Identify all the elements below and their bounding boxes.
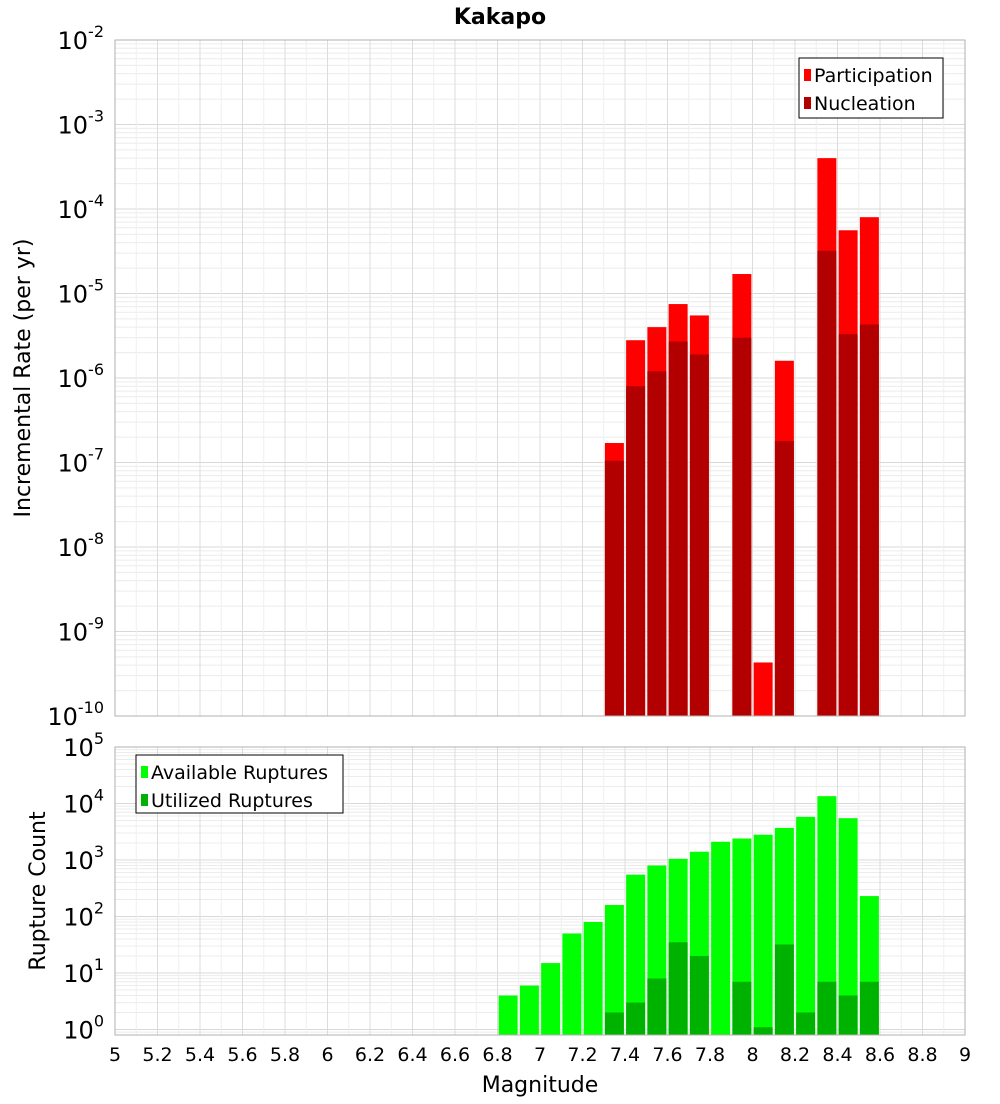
bar-nucleation (626, 386, 646, 716)
bar-available-ruptures (626, 874, 646, 1035)
x-tick-label: 5.6 (227, 1044, 257, 1066)
bar-utilized-ruptures (668, 942, 688, 1035)
bar-available-ruptures (562, 933, 582, 1035)
bar-available-ruptures (498, 995, 518, 1035)
bar-utilized-ruptures (817, 981, 837, 1035)
bar-utilized-ruptures (859, 981, 879, 1035)
x-tick-label: 5.2 (142, 1044, 172, 1066)
y-tick-label: 10-4 (58, 191, 105, 224)
y-tick-label: 10-5 (58, 276, 105, 309)
legend-swatch (141, 766, 148, 778)
chart-title: Kakapo (454, 5, 546, 30)
legend-box (135, 754, 344, 814)
y-tick-label: 10-6 (58, 360, 105, 393)
legend-label: Utilized Ruptures (151, 790, 313, 812)
x-tick-label: 7.8 (695, 1044, 725, 1066)
x-tick-label: 6 (321, 1044, 333, 1066)
bar-utilized-ruptures (732, 981, 752, 1035)
y-tick-label: 105 (63, 729, 104, 762)
bar-utilized-ruptures (647, 978, 667, 1035)
y-tick-label: 10-9 (58, 614, 105, 647)
y-tick-label: 104 (63, 786, 104, 819)
plot-border (114, 746, 966, 1036)
plot-border (114, 39, 966, 717)
bar-available-ruptures (711, 841, 731, 1035)
x-tick-label: 6.4 (397, 1044, 427, 1066)
bar-utilized-ruptures (753, 1027, 773, 1035)
bar-available-ruptures (817, 796, 837, 1035)
bar-nucleation (732, 337, 752, 716)
x-tick-label: 6.6 (440, 1044, 470, 1066)
legend-swatch (804, 69, 811, 81)
legend-box (798, 57, 944, 119)
x-tick-label: 7.4 (610, 1044, 640, 1066)
x-axis-label: Magnitude (482, 1073, 599, 1098)
bar-nucleation (689, 354, 709, 716)
bar-available-ruptures (519, 985, 539, 1035)
bar-nucleation (604, 460, 624, 716)
y-tick-label: 10-2 (58, 22, 105, 55)
bar-available-ruptures (604, 904, 624, 1035)
bar-available-ruptures (796, 816, 816, 1035)
bar-available-ruptures (753, 834, 773, 1035)
legend-label: Participation (814, 65, 933, 87)
y-tick-label: 10-3 (58, 107, 105, 140)
bar-nucleation (859, 324, 879, 716)
x-tick-label: 8 (746, 1044, 758, 1066)
x-tick-label: 5 (109, 1044, 121, 1066)
legend-label: Nucleation (814, 93, 916, 115)
legend-swatch (141, 794, 148, 806)
y-tick-label: 101 (63, 955, 104, 988)
bar-available-ruptures (838, 818, 858, 1035)
x-tick-label: 5.4 (185, 1044, 215, 1066)
bar-utilized-ruptures (774, 944, 794, 1035)
bar-nucleation (668, 341, 688, 716)
bar-nucleation (838, 334, 858, 716)
y-axis-label: Incremental Rate (per yr) (11, 239, 36, 518)
y-tick-label: 10-10 (47, 698, 104, 731)
y-tick-label: 102 (63, 899, 104, 932)
x-tick-label: 6.8 (482, 1044, 512, 1066)
x-tick-label: 5.8 (270, 1044, 300, 1066)
bar-utilized-ruptures (796, 1012, 816, 1035)
bar-nucleation (647, 371, 667, 716)
y-tick-label: 10-8 (58, 529, 105, 562)
x-tick-label: 8.8 (907, 1044, 937, 1066)
bar-utilized-ruptures (604, 1012, 624, 1035)
x-tick-label: 7 (534, 1044, 546, 1066)
x-tick-label: 7.2 (567, 1044, 597, 1066)
legend-swatch (804, 97, 811, 109)
x-tick-label: 8.2 (780, 1044, 810, 1066)
bar-utilized-ruptures (689, 956, 709, 1035)
x-tick-label: 7.6 (652, 1044, 682, 1066)
bar-available-ruptures (541, 963, 561, 1035)
bar-utilized-ruptures (838, 995, 858, 1035)
y-tick-label: 100 (63, 1012, 104, 1045)
x-tick-label: 9 (959, 1044, 971, 1066)
x-tick-label: 6.2 (355, 1044, 385, 1066)
bar-nucleation (817, 250, 837, 716)
bar-participation (753, 662, 773, 716)
x-tick-label: 8.6 (865, 1044, 895, 1066)
bar-available-ruptures (583, 921, 603, 1035)
y-tick-label: 10-7 (58, 445, 105, 478)
y-tick-label: 103 (63, 842, 104, 875)
bar-nucleation (774, 440, 794, 716)
x-tick-label: 8.4 (822, 1044, 852, 1066)
legend-label: Available Ruptures (151, 762, 328, 784)
y-axis-label: Rupture Count (26, 811, 51, 971)
bar-utilized-ruptures (626, 1002, 646, 1035)
